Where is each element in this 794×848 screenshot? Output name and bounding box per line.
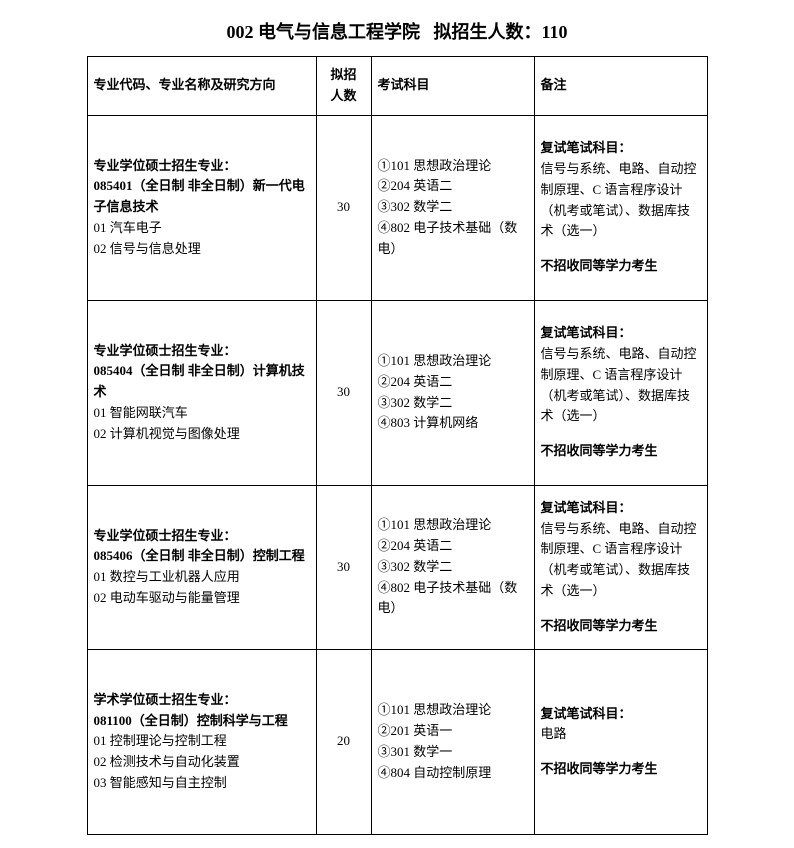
quota-cell: 30 <box>316 485 371 649</box>
table-row: 专业学位硕士招生专业： 085404（全日制 非全日制）计算机技术01 智能网联… <box>87 300 707 485</box>
page-title: 002 电气与信息工程学院 拟招生人数：110 <box>10 18 784 44</box>
remark-note: 不招收同等学力考生 <box>541 256 701 277</box>
table-row: 专业学位硕士招生专业： 085406（全日制 非全日制）控制工程01 数控与工业… <box>87 485 707 649</box>
remark-cell: 复试笔试科目： 电路不招收同等学力考生 <box>534 649 707 834</box>
major-header: 学术学位硕士招生专业： 081100（全日制）控制科学与工程 <box>94 690 310 732</box>
exam-cell: ①101 思想政治理论 ②204 英语二 ③302 数学二 ④802 电子技术基… <box>371 485 534 649</box>
admissions-table: 专业代码、专业名称及研究方向 拟招 人数 考试科目 备注 专业学位硕士招生专业：… <box>87 56 708 835</box>
major-directions: 01 数控与工业机器人应用 02 电动车驱动与能量管理 <box>94 567 310 609</box>
major-header: 专业学位硕士招生专业： 085404（全日制 非全日制）计算机技术 <box>94 341 310 403</box>
remark-title: 复试笔试科目： <box>541 140 632 155</box>
major-cell: 学术学位硕士招生专业： 081100（全日制）控制科学与工程01 控制理论与控制… <box>87 649 316 834</box>
col-header-major: 专业代码、专业名称及研究方向 <box>87 57 316 116</box>
remark-title: 复试笔试科目： <box>541 500 632 515</box>
exam-cell: ①101 思想政治理论 ②204 英语二 ③302 数学二 ④802 电子技术基… <box>371 115 534 300</box>
remark-body: 电路 <box>541 724 701 745</box>
remark-note: 不招收同等学力考生 <box>541 441 701 462</box>
major-cell: 专业学位硕士招生专业： 085401（全日制 非全日制）新一代电子信息技术01 … <box>87 115 316 300</box>
major-header: 专业学位硕士招生专业： 085401（全日制 非全日制）新一代电子信息技术 <box>94 156 310 218</box>
table-body: 专业学位硕士招生专业： 085401（全日制 非全日制）新一代电子信息技术01 … <box>87 115 707 834</box>
quota-cell: 30 <box>316 300 371 485</box>
remark-title: 复试笔试科目： <box>541 706 632 721</box>
col-header-exam: 考试科目 <box>371 57 534 116</box>
remark-cell: 复试笔试科目： 信号与系统、电路、自动控制原理、C 语言程序设计（机考或笔试）、数… <box>534 485 707 649</box>
major-header: 专业学位硕士招生专业： 085406（全日制 非全日制）控制工程 <box>94 526 310 568</box>
col-header-quota: 拟招 人数 <box>316 57 371 116</box>
remark-cell: 复试笔试科目： 信号与系统、电路、自动控制原理、C 语言程序设计（机考或笔试）、数… <box>534 300 707 485</box>
remark-body: 信号与系统、电路、自动控制原理、C 语言程序设计（机考或笔试）、数据库技术（选一… <box>541 344 701 427</box>
major-directions: 01 控制理论与控制工程 02 检测技术与自动化装置 03 智能感知与自主控制 <box>94 731 310 793</box>
remark-body: 信号与系统、电路、自动控制原理、C 语言程序设计（机考或笔试）、数据库技术（选一… <box>541 519 701 602</box>
major-directions: 01 汽车电子 02 信号与信息处理 <box>94 218 310 260</box>
major-directions: 01 智能网联汽车 02 计算机视觉与图像处理 <box>94 403 310 445</box>
major-cell: 专业学位硕士招生专业： 085406（全日制 非全日制）控制工程01 数控与工业… <box>87 485 316 649</box>
table-header-row: 专业代码、专业名称及研究方向 拟招 人数 考试科目 备注 <box>87 57 707 116</box>
remark-note: 不招收同等学力考生 <box>541 759 701 780</box>
exam-cell: ①101 思想政治理论 ②204 英语二 ③302 数学二 ④803 计算机网络 <box>371 300 534 485</box>
col-header-remark: 备注 <box>534 57 707 116</box>
table-row: 学术学位硕士招生专业： 081100（全日制）控制科学与工程01 控制理论与控制… <box>87 649 707 834</box>
exam-cell: ①101 思想政治理论 ②201 英语一 ③301 数学一 ④804 自动控制原… <box>371 649 534 834</box>
remark-cell: 复试笔试科目： 信号与系统、电路、自动控制原理、C 语言程序设计（机考或笔试）、数… <box>534 115 707 300</box>
table-row: 专业学位硕士招生专业： 085401（全日制 非全日制）新一代电子信息技术01 … <box>87 115 707 300</box>
major-cell: 专业学位硕士招生专业： 085404（全日制 非全日制）计算机技术01 智能网联… <box>87 300 316 485</box>
quota-cell: 30 <box>316 115 371 300</box>
remark-title: 复试笔试科目： <box>541 325 632 340</box>
remark-note: 不招收同等学力考生 <box>541 616 701 637</box>
quota-cell: 20 <box>316 649 371 834</box>
remark-body: 信号与系统、电路、自动控制原理、C 语言程序设计（机考或笔试）、数据库技术（选一… <box>541 159 701 242</box>
